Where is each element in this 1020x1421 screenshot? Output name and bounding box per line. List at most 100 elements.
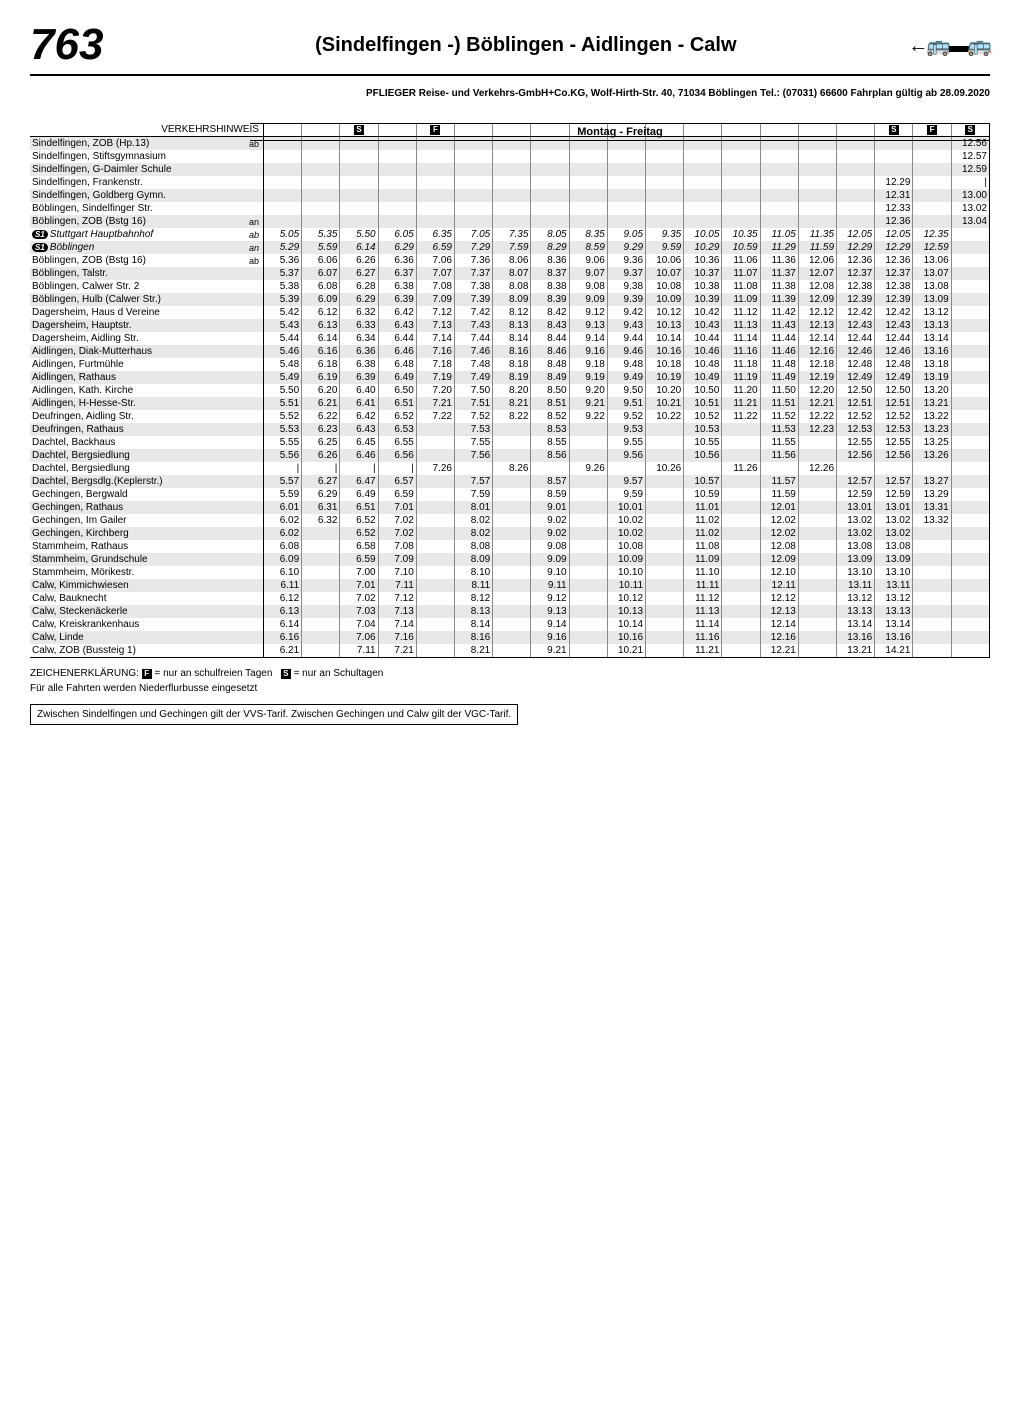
time-cell <box>493 514 531 527</box>
ab-an-label <box>242 202 263 215</box>
stop-name-text: Gechingen, Bergwald <box>32 489 128 500</box>
time-cell: 14.21 <box>875 644 913 658</box>
time-cell: 12.59 <box>913 241 951 254</box>
time-cell: 12.13 <box>760 605 798 618</box>
time-cell <box>722 449 760 462</box>
time-cell: 7.12 <box>416 306 454 319</box>
time-cell <box>722 579 760 592</box>
time-cell: 13.18 <box>913 358 951 371</box>
time-cell <box>378 215 416 228</box>
stop-name-text: Aidlingen, Rathaus <box>32 372 116 383</box>
time-cell <box>798 566 836 579</box>
time-cell: 10.20 <box>646 384 684 397</box>
time-cell: 6.02 <box>263 514 301 527</box>
time-cell: 10.44 <box>684 332 722 345</box>
time-cell: 11.07 <box>722 267 760 280</box>
time-cell: 12.44 <box>837 332 875 345</box>
table-row: Calw, ZOB (Bussteig 1)6.217.117.218.219.… <box>30 644 990 658</box>
time-cell: 11.56 <box>760 449 798 462</box>
time-cell: 12.02 <box>760 514 798 527</box>
stop-name-text: Gechingen, Im Gailer <box>32 515 127 526</box>
time-cell: 11.55 <box>760 436 798 449</box>
time-cell: 13.32 <box>913 514 951 527</box>
time-cell: 10.29 <box>684 241 722 254</box>
time-cell: 12.01 <box>760 501 798 514</box>
table-row: Dachtel, Bergsiedlung7.268.269.2610.2611… <box>30 462 990 475</box>
time-cell: 12.12 <box>798 306 836 319</box>
time-cell: 9.43 <box>607 319 645 332</box>
time-cell: 12.42 <box>837 306 875 319</box>
time-cell <box>951 501 989 514</box>
time-cell <box>951 540 989 553</box>
s1-badge-icon: S1 <box>32 230 48 239</box>
time-cell: 8.12 <box>493 306 531 319</box>
time-cell: 8.21 <box>493 397 531 410</box>
time-cell <box>378 189 416 202</box>
time-cell <box>455 176 493 189</box>
time-cell: 10.51 <box>684 397 722 410</box>
stop-name: Sindelfingen, Frankenstr. <box>30 176 242 189</box>
ab-an-label <box>242 189 263 202</box>
time-cell: 12.06 <box>798 254 836 267</box>
time-cell: 12.53 <box>875 423 913 436</box>
time-cell <box>951 631 989 644</box>
time-cell: 6.45 <box>340 436 378 449</box>
time-cell <box>416 566 454 579</box>
time-cell <box>416 540 454 553</box>
time-cell: 6.19 <box>302 371 340 384</box>
time-cell: 12.36 <box>837 254 875 267</box>
time-cell: 13.20 <box>913 384 951 397</box>
time-cell <box>951 397 989 410</box>
time-cell: 10.36 <box>684 254 722 267</box>
time-cell: 6.51 <box>340 501 378 514</box>
time-cell: 7.56 <box>455 449 493 462</box>
stop-name: Gechingen, Bergwald <box>30 488 242 501</box>
time-cell: 12.05 <box>837 228 875 241</box>
time-cell: 8.09 <box>455 553 493 566</box>
legend-f-text: = nur an schulfreien Tagen <box>154 668 272 679</box>
time-cell: 13.11 <box>837 579 875 592</box>
time-cell: 8.18 <box>493 358 531 371</box>
time-cell: 7.26 <box>416 462 454 475</box>
time-cell: 7.43 <box>455 319 493 332</box>
time-cell: 5.55 <box>263 436 301 449</box>
time-cell <box>416 176 454 189</box>
time-cell <box>646 618 684 631</box>
time-cell: 10.13 <box>646 319 684 332</box>
time-cell: 13.01 <box>875 501 913 514</box>
time-cell: 8.07 <box>493 267 531 280</box>
time-cell: 8.13 <box>455 605 493 618</box>
time-cell <box>913 150 951 163</box>
time-cell: 13.09 <box>913 293 951 306</box>
time-cell: 11.13 <box>722 319 760 332</box>
time-cell <box>722 202 760 215</box>
time-cell: 11.09 <box>722 293 760 306</box>
time-cell: 12.10 <box>760 566 798 579</box>
ab-an-label <box>242 540 263 553</box>
table-row: Stammheim, Mörikestr.6.107.007.108.109.1… <box>30 566 990 579</box>
ab-an-label <box>242 553 263 566</box>
time-cell: 6.29 <box>378 241 416 254</box>
table-row: Böblingen, ZOB (Bstg 16)ab5.366.066.266.… <box>30 254 990 267</box>
time-cell <box>951 280 989 293</box>
time-cell: 11.26 <box>722 462 760 475</box>
time-cell: 12.23 <box>798 423 836 436</box>
time-cell: 7.52 <box>455 410 493 423</box>
time-cell: 9.19 <box>569 371 607 384</box>
time-cell <box>455 189 493 202</box>
timetable: VERKEHRSHINWEISSFSFSSindelfingen, ZOB (H… <box>30 123 990 658</box>
time-cell <box>493 215 531 228</box>
stop-name-text: Aidlingen, H-Hesse-Str. <box>32 398 136 409</box>
stop-name-text: Gechingen, Kirchberg <box>32 528 129 539</box>
table-row: Böblingen, Calwer Str. 25.386.086.286.38… <box>30 280 990 293</box>
time-cell: 8.35 <box>569 228 607 241</box>
time-cell <box>760 462 798 475</box>
time-cell: 10.26 <box>646 462 684 475</box>
time-cell: 6.29 <box>340 293 378 306</box>
time-cell <box>493 436 531 449</box>
time-cell <box>798 189 836 202</box>
time-cell <box>263 462 301 475</box>
time-cell: 11.42 <box>760 306 798 319</box>
time-cell: 13.22 <box>913 410 951 423</box>
time-cell: 11.51 <box>760 397 798 410</box>
